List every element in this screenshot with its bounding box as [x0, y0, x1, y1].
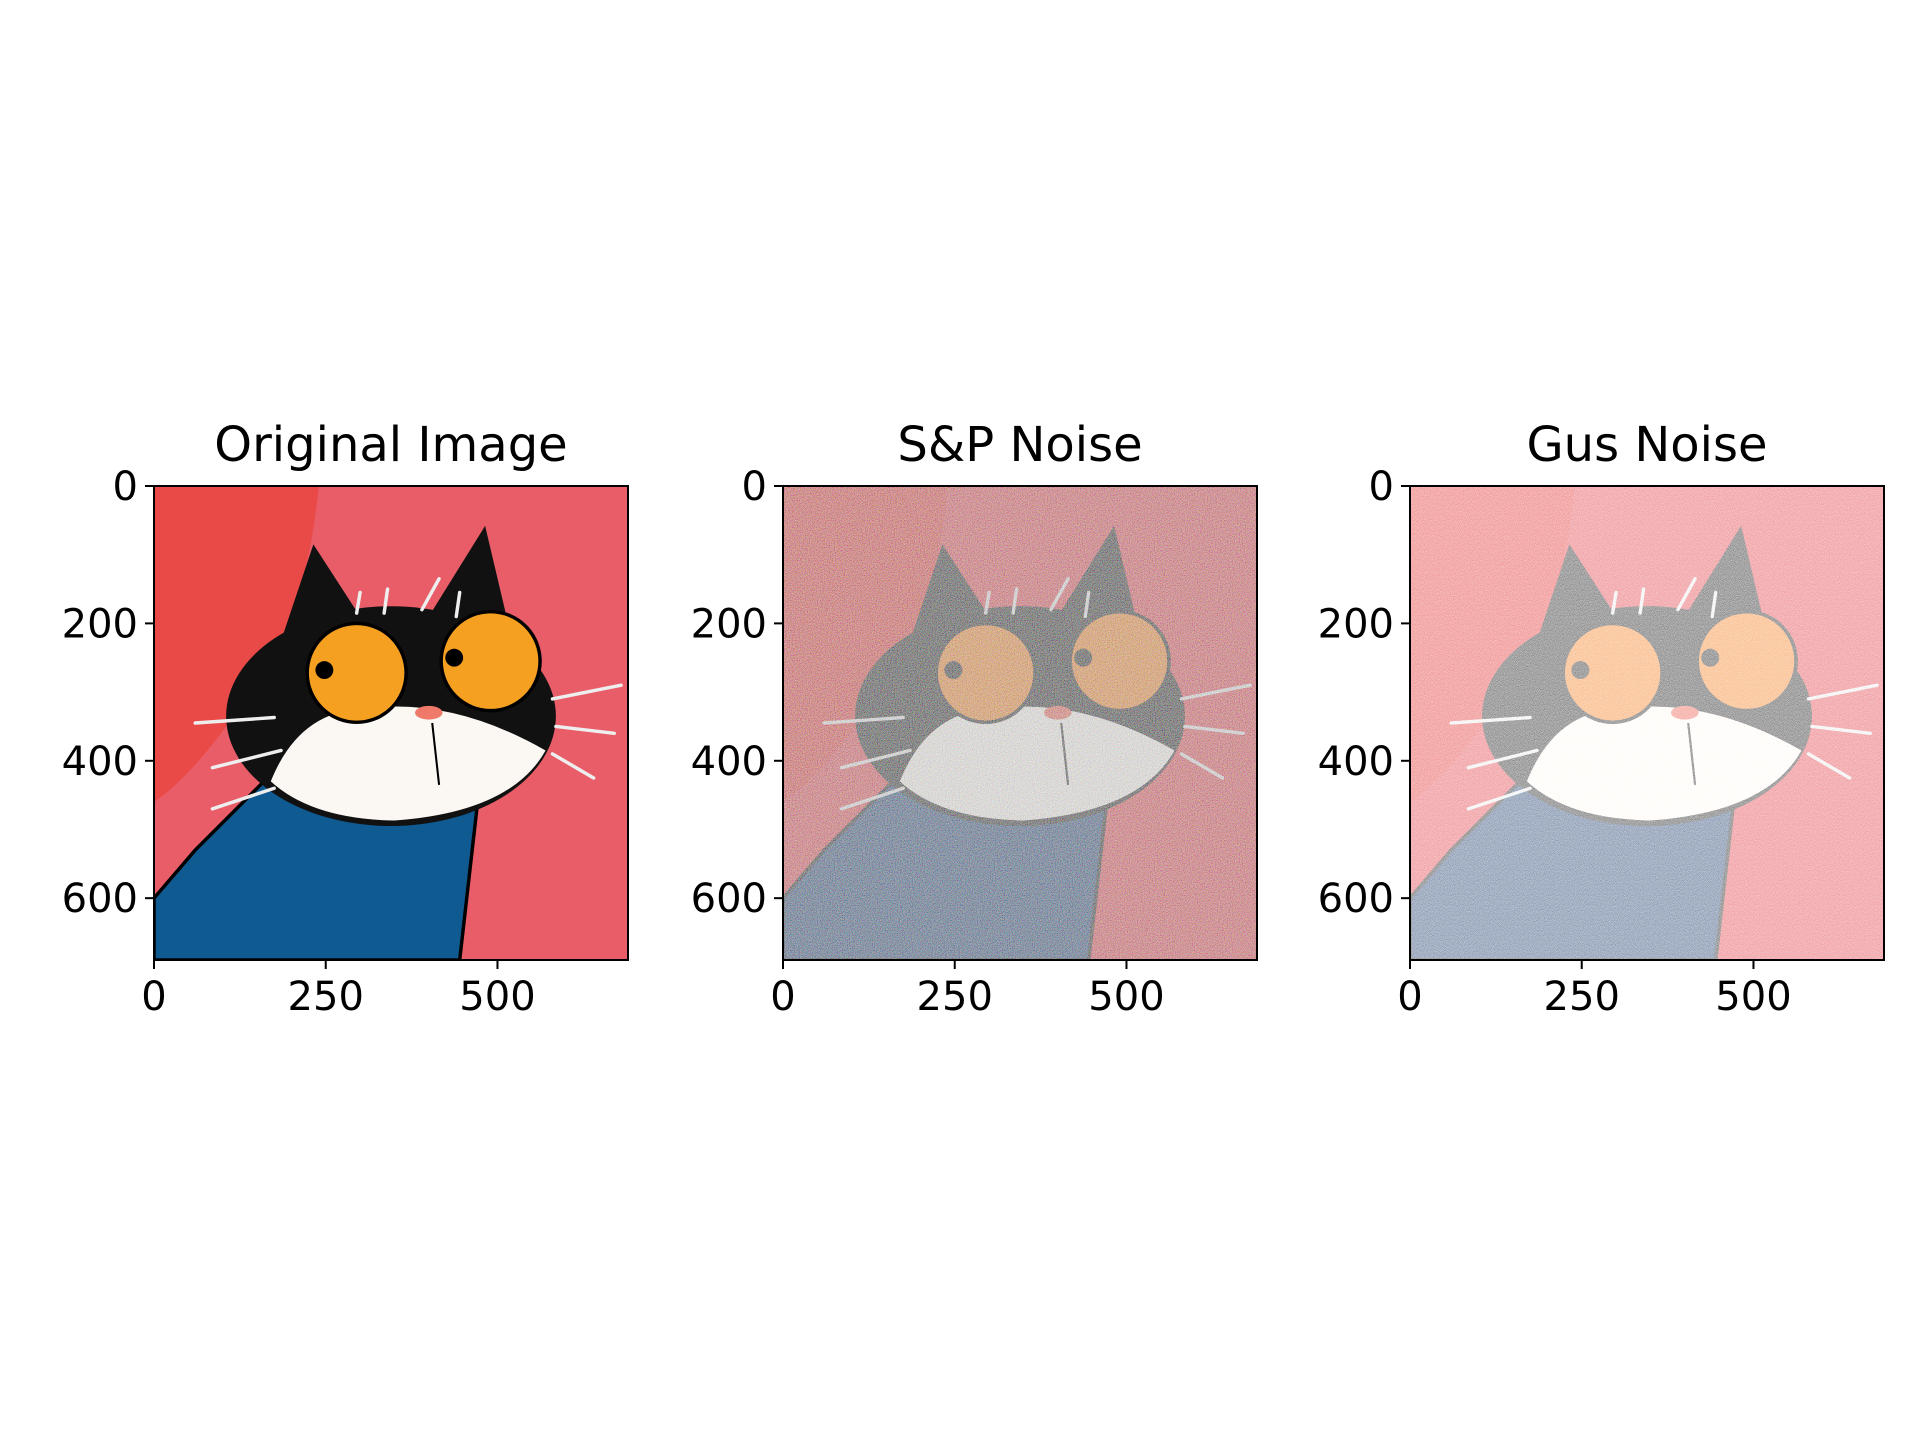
y-tick-label: 0: [113, 464, 138, 510]
axes-frame: [1409, 485, 1885, 961]
y-tick-label: 0: [1369, 464, 1394, 510]
x-tick-label: 250: [288, 974, 364, 1020]
x-tick-label: 250: [1544, 974, 1620, 1020]
y-tick-label: 400: [62, 739, 138, 785]
y-tick-label: 600: [691, 876, 767, 922]
x-tick-label: 0: [770, 974, 795, 1020]
image: [783, 486, 1257, 960]
axes-frame: [153, 485, 629, 961]
image: [154, 486, 628, 960]
y-tick-label: 200: [1318, 601, 1394, 647]
x-tick-label: 0: [141, 974, 166, 1020]
image: [1410, 486, 1884, 960]
y-tick-label: 200: [62, 601, 138, 647]
y-tick-label: 0: [742, 464, 767, 510]
x-tick-label: 500: [1715, 974, 1791, 1020]
x-tick-label: 500: [1088, 974, 1164, 1020]
panel-title: Original Image: [214, 417, 567, 473]
x-tick-label: 500: [459, 974, 535, 1020]
panel-title: S&P Noise: [897, 417, 1142, 473]
y-tick-label: 600: [62, 876, 138, 922]
y-tick-label: 400: [1318, 739, 1394, 785]
x-tick-label: 0: [1397, 974, 1422, 1020]
y-tick-label: 400: [691, 739, 767, 785]
x-tick-label: 250: [917, 974, 993, 1020]
axes-frame: [782, 485, 1258, 961]
y-tick-label: 200: [691, 601, 767, 647]
panel-title: Gus Noise: [1526, 417, 1767, 473]
y-tick-label: 600: [1318, 876, 1394, 922]
